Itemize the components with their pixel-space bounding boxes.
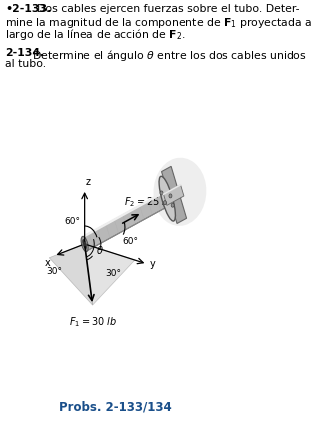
Ellipse shape (169, 194, 172, 198)
Text: 30°: 30° (105, 270, 121, 279)
Text: 30°: 30° (46, 267, 62, 276)
Ellipse shape (164, 200, 166, 205)
Text: 60°: 60° (64, 217, 80, 226)
Ellipse shape (160, 191, 163, 195)
Text: Dos cables ejercen fuerzas sobre el tubo. Deter-: Dos cables ejercen fuerzas sobre el tubo… (37, 4, 299, 14)
Text: θ: θ (96, 246, 102, 256)
Text: al tubo.: al tubo. (5, 59, 46, 69)
Polygon shape (83, 193, 167, 251)
Text: 2-134.: 2-134. (5, 48, 44, 58)
Ellipse shape (171, 203, 174, 207)
Text: y: y (149, 259, 155, 269)
Polygon shape (164, 185, 184, 205)
Text: $F_2 = 25$ lb: $F_2 = 25$ lb (124, 195, 172, 209)
Text: $F_1 = 30$ lb: $F_1 = 30$ lb (68, 315, 117, 329)
Ellipse shape (83, 239, 87, 249)
Ellipse shape (81, 236, 88, 251)
Polygon shape (49, 244, 93, 305)
Polygon shape (162, 166, 187, 223)
Ellipse shape (159, 176, 176, 221)
Text: Probs. 2-133/134: Probs. 2-133/134 (59, 401, 172, 414)
Text: Determine el ángulo $\theta$ entre los dos cables unidos: Determine el ángulo $\theta$ entre los d… (32, 48, 306, 63)
Polygon shape (85, 244, 135, 305)
Text: largo de la línea de acción de $\mathbf{F}_2$.: largo de la línea de acción de $\mathbf{… (5, 27, 186, 42)
Text: x: x (45, 258, 51, 268)
Ellipse shape (154, 158, 206, 226)
Text: •2-133.: •2-133. (5, 4, 51, 14)
Text: mine la magnitud de la componente de $\mathbf{F}_1$ proyectada a lo: mine la magnitud de la componente de $\m… (5, 16, 314, 29)
Text: z: z (86, 177, 91, 187)
Text: 60°: 60° (123, 237, 139, 246)
